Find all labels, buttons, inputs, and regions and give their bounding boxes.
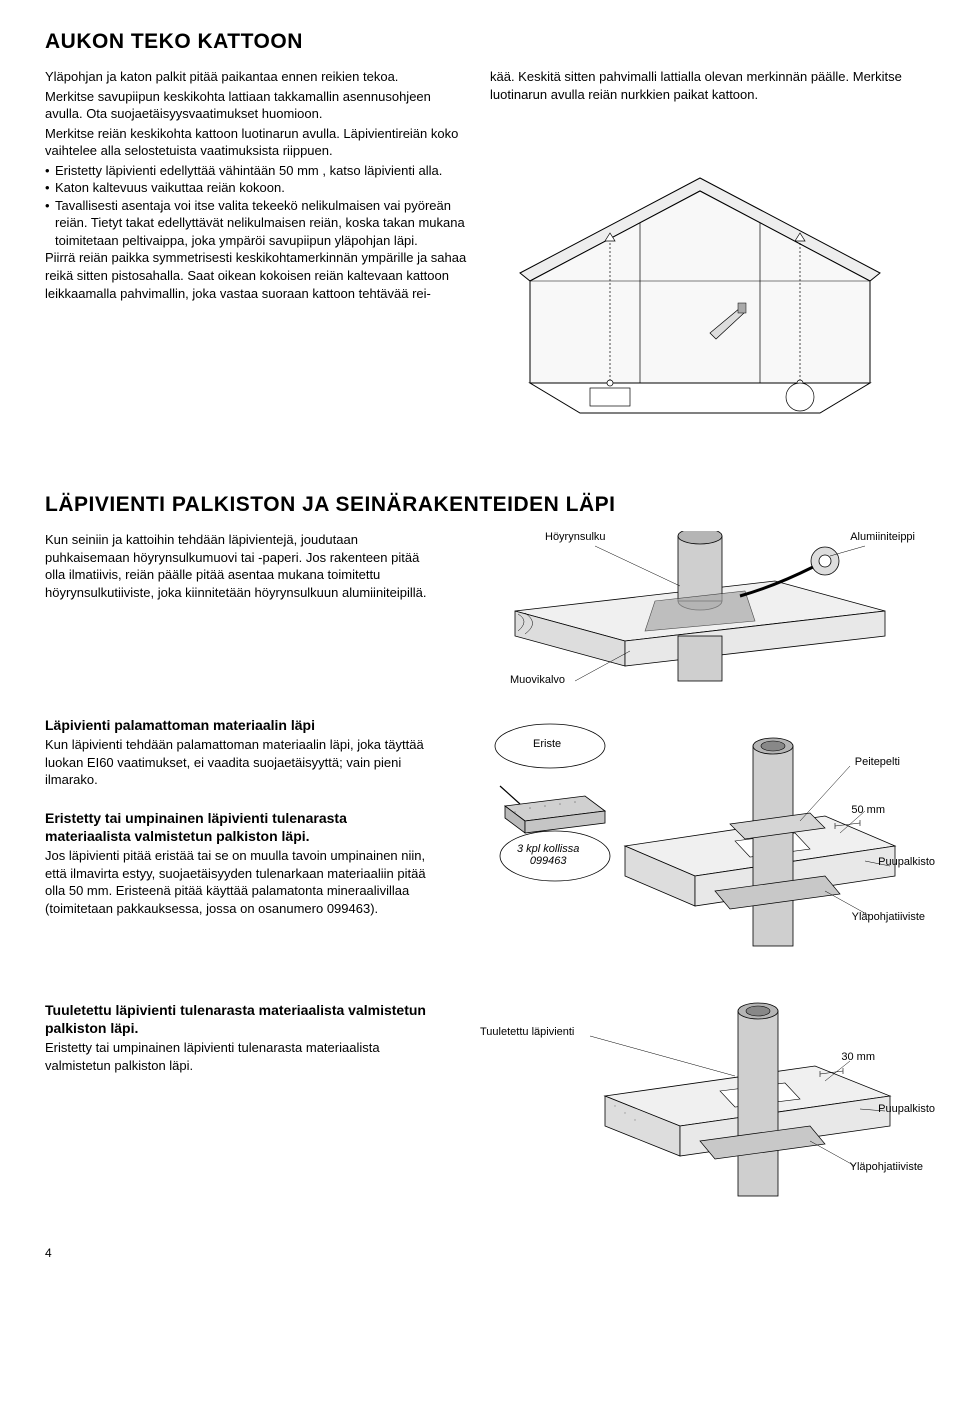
subhead-eristetty: Eristetty tai umpinainen läpivienti tule…: [45, 809, 435, 845]
column-left: Yläpohjan ja katon palkit pitää paikanta…: [45, 68, 470, 433]
label-30mm: 30 mm: [841, 1051, 875, 1063]
label-muovikalvo: Muovikalvo: [510, 674, 565, 686]
label-50mm: 50 mm: [851, 804, 885, 816]
section-lapivienti: LÄPIVIENTI PALKISTON JA SEINÄRAKENTEIDEN…: [45, 493, 915, 1216]
paragraph: Piirrä reiän paikka symmetrisesti keskik…: [45, 249, 470, 302]
text-block: Läpivienti palamattoman materiaalin läpi…: [45, 716, 435, 981]
house-illustration: [490, 153, 915, 433]
label-ylapohjatiiviste-2: Yläpohjatiiviste: [850, 1161, 923, 1173]
label-hoyrynsulku: Höyrynsulku: [545, 531, 606, 543]
label-tuuletettu: Tuuletettu läpivienti: [480, 1026, 574, 1038]
row-vapor-barrier: Kun seiniin ja kattoihin tehdään läpivie…: [45, 531, 915, 696]
insulated-diagram: Eriste 3 kpl kollissa 099463 Peitepelti …: [455, 716, 915, 981]
label-alumiiniteippi: Alumiiniteippi: [850, 531, 915, 543]
paragraph: Jos läpivienti pitää eristää tai se on m…: [45, 847, 435, 917]
text-block: Tuuletettu läpivienti tulenarasta materi…: [45, 1001, 435, 1216]
house-svg: [490, 153, 910, 433]
subhead-tuuletettu: Tuuletettu läpivienti tulenarasta materi…: [45, 1001, 435, 1037]
paragraph: kää. Keskitä sitten pahvimalli lattialla…: [490, 68, 915, 103]
vapor-barrier-diagram: Höyrynsulku Alumiiniteippi Muovikalvo: [455, 531, 915, 696]
ventilated-diagram: Tuuletettu läpivienti 30 mm Puupalkisto …: [455, 1001, 915, 1216]
column-right: kää. Keskitä sitten pahvimalli lattialla…: [490, 68, 915, 433]
paragraph: Eristetty tai umpinainen läpivienti tule…: [45, 1039, 435, 1074]
label-eriste: Eriste: [533, 738, 561, 750]
vapor-svg: [455, 531, 915, 691]
intro-text: Kun seiniin ja kattoihin tehdään läpivie…: [45, 531, 435, 696]
two-column-layout: Yläpohjan ja katon palkit pitää paikanta…: [45, 68, 915, 433]
paragraph: Merkitse reiän keskikohta kattoon luotin…: [45, 125, 470, 160]
paragraph: Kun seiniin ja kattoihin tehdään läpivie…: [45, 531, 435, 601]
row-ventilated: Tuuletettu läpivienti tulenarasta materi…: [45, 1001, 915, 1216]
label-kolli: 3 kpl kollissa 099463: [517, 843, 579, 867]
row-insulated: Läpivienti palamattoman materiaalin läpi…: [45, 716, 915, 981]
heading-aukon: AUKON TEKO KATTOON: [45, 30, 915, 54]
bullet-list: Eristetty läpivienti edellyttää vähintää…: [45, 162, 470, 250]
list-item: Katon kaltevuus vaikuttaa reiän kokoon.: [45, 179, 470, 197]
label-puupalkisto: Puupalkisto: [878, 856, 935, 868]
label-peitepelti: Peitepelti: [855, 756, 900, 768]
paragraph: Yläpohjan ja katon palkit pitää paikanta…: [45, 68, 470, 86]
paragraph: Kun läpivienti tehdään palamattoman mate…: [45, 736, 435, 789]
label-ylapohjatiiviste: Yläpohjatiiviste: [852, 911, 925, 923]
paragraph: Merkitse savupiipun keskikohta lattiaan …: [45, 88, 470, 123]
heading-lapivienti: LÄPIVIENTI PALKISTON JA SEINÄRAKENTEIDEN…: [45, 493, 915, 517]
list-item: Eristetty läpivienti edellyttää vähintää…: [45, 162, 470, 180]
subhead-palamaton: Läpivienti palamattoman materiaalin läpi: [45, 716, 435, 734]
page-number: 4: [45, 1246, 915, 1260]
list-item: Tavallisesti asentaja voi itse valita te…: [45, 197, 470, 250]
section-aukon-teko: AUKON TEKO KATTOON Yläpohjan ja katon pa…: [45, 30, 915, 433]
label-puupalkisto-2: Puupalkisto: [878, 1103, 935, 1115]
